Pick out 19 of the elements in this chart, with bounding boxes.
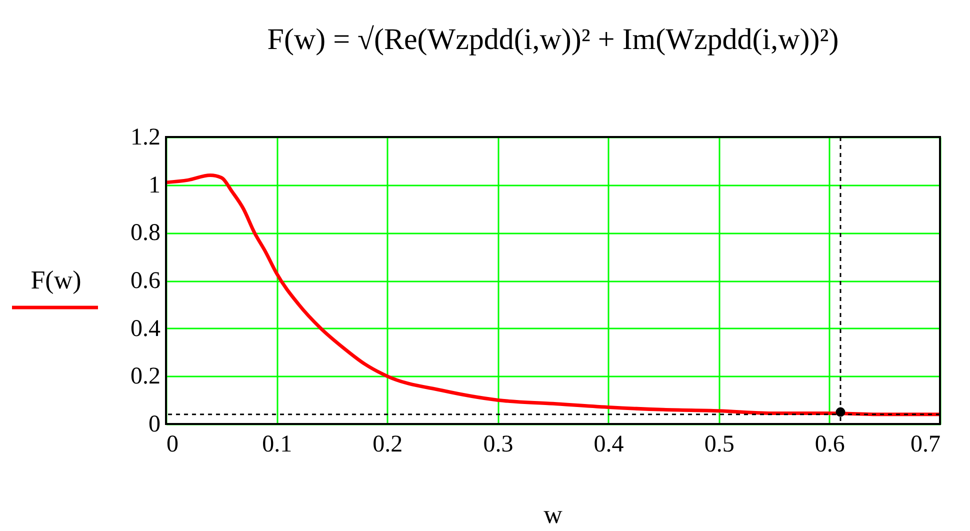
y-tick-label: 1.2 (130, 124, 160, 150)
x-tick-label: 0.6 (814, 432, 845, 458)
x-tick-label: 0.2 (372, 432, 403, 458)
y-axis-title: F(w) (30, 266, 82, 294)
y-tick-label: 0.6 (130, 268, 160, 294)
y-tick-label: 0.2 (130, 364, 160, 390)
x-tick-label: 0.5 (704, 432, 734, 458)
x-tick-label: 0.4 (594, 432, 624, 458)
x-tick-label: 0 (166, 432, 178, 458)
line-series (164, 174, 942, 416)
y-tick-label: 0.8 (130, 220, 160, 246)
x-tick-label: 0.7 (910, 432, 940, 458)
x-axis-title: w (544, 500, 563, 529)
y-tick-label: 0.4 (130, 316, 160, 342)
chart-title: F(w) = √(Re(Wzpdd(i,w))² + Im(Wzpdd(i,w))²) (267, 23, 839, 56)
y-tick-label: 0 (148, 412, 160, 438)
x-tick-label: 0.1 (262, 432, 292, 458)
y-tick-label: 1 (148, 172, 160, 198)
x-tick-label: 0.3 (483, 432, 514, 458)
